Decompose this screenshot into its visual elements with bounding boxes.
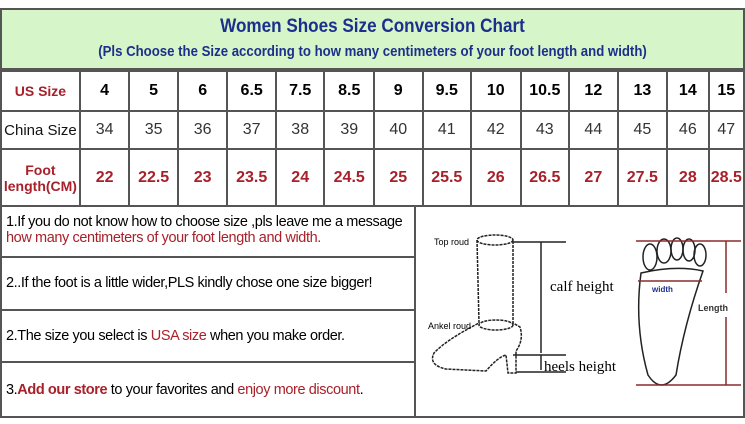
note-text: when you make order. <box>206 327 345 344</box>
measurement-diagram: Top roud Ankel roud calf height heels he… <box>416 205 745 418</box>
size-cell: 42 <box>470 110 522 150</box>
size-cell: 41 <box>421 110 473 150</box>
size-cell: 38 <box>274 110 326 150</box>
size-cell: 24.5 <box>323 148 375 207</box>
label-line: length(CM) <box>3 177 77 194</box>
size-cell: 43 <box>519 110 571 150</box>
size-cell: 10 <box>470 70 522 112</box>
china-size-row: China Size 34 35 36 37 38 39 40 41 42 43 44 45 46 47 <box>0 110 745 150</box>
size-cell: 7.5 <box>274 70 326 112</box>
size-cell: 6.5 <box>226 70 277 112</box>
size-cell: 13 <box>616 70 669 112</box>
size-cell: 25 <box>372 148 424 207</box>
size-cell: 23 <box>176 148 229 207</box>
size-cell: 36 <box>176 110 229 150</box>
size-table: US Size 4 5 6 6.5 7.5 8.5 9 9.5 10 10.5 12 13 14 15 Ch… <box>0 70 745 207</box>
size-cell: 47 <box>707 110 745 150</box>
size-cell: 28 <box>666 148 710 207</box>
note-text: how many centimeters of your foot length… <box>6 230 321 247</box>
size-cell: 40 <box>372 110 424 150</box>
note-4: 3.Add our store to your favorites and en… <box>2 363 414 416</box>
size-cell: 22.5 <box>128 148 179 207</box>
size-cell: 27 <box>568 148 619 207</box>
size-cell: 23.5 <box>226 148 277 207</box>
size-cell: 9 <box>372 70 424 112</box>
us-size-row: US Size 4 5 6 6.5 7.5 8.5 9 9.5 10 10.5 12 13 14 15 <box>0 70 745 112</box>
size-cell: 6 <box>176 70 229 112</box>
row-label: Foot length(CM) <box>0 148 81 207</box>
size-cell: 26.5 <box>519 148 571 207</box>
size-cell: 25.5 <box>421 148 473 207</box>
note-text: Add our store <box>17 381 108 398</box>
size-cell: 37 <box>226 110 277 150</box>
row-label: US Size <box>0 70 81 112</box>
note-3: 2.The size you select is USA size when y… <box>2 311 414 364</box>
note-text: . <box>359 381 364 398</box>
heel-height-label: heels height <box>544 359 617 375</box>
boot-illustration-icon <box>431 234 523 374</box>
note-text: 2.The size you select is <box>6 327 151 344</box>
label-line: Foot <box>25 161 56 178</box>
note-text: enjoy more discount <box>237 381 360 398</box>
foot-outline-icon <box>637 237 707 386</box>
size-cell: 27.5 <box>616 148 669 207</box>
row-label: China Size <box>0 110 81 150</box>
size-cell: 4 <box>78 70 131 112</box>
width-label: width <box>651 285 673 294</box>
note-1: 1.If you do not know how to choose size … <box>2 205 414 258</box>
notes-panel: 1.If you do not know how to choose size … <box>0 205 416 418</box>
note-text: to your favorites and <box>107 381 238 398</box>
size-cell: 26 <box>470 148 522 207</box>
note-text: 1.If you do not know how to choose size … <box>6 214 403 231</box>
foot-length-row: Foot length(CM) 22 22.5 23 23.5 24 24.5 25 25.5 26… <box>0 148 745 207</box>
top-round-label: Top roud <box>434 237 469 247</box>
size-cell: 12 <box>568 70 619 112</box>
size-cell: 45 <box>616 110 669 150</box>
ankle-round-label: Ankel roud <box>428 321 471 331</box>
size-cell: 8.5 <box>323 70 375 112</box>
note-text: USA size <box>150 327 207 344</box>
chart-header: Women Shoes Size Conversion Chart (Pls C… <box>0 8 745 70</box>
note-2: 2..If the foot is a little wider,PLS kin… <box>2 258 414 311</box>
chart-subtitle: (Pls Choose the Size according to how ma… <box>98 43 647 60</box>
size-cell: 46 <box>666 110 710 150</box>
size-cell: 24 <box>274 148 326 207</box>
note-text: 2..If the foot is a little wider,PLS kin… <box>6 275 373 292</box>
size-cell: 34 <box>78 110 131 150</box>
size-cell: 22 <box>78 148 131 207</box>
chart-title: Women Shoes Size Conversion Chart <box>220 16 525 37</box>
size-cell: 10.5 <box>519 70 571 112</box>
size-cell: 14 <box>666 70 710 112</box>
size-cell: 44 <box>568 110 619 150</box>
note-text: 3. <box>6 381 18 398</box>
calf-height-label: calf height <box>550 279 615 295</box>
size-cell: 15 <box>707 70 745 112</box>
size-cell: 39 <box>323 110 375 150</box>
size-cell: 28.5 <box>707 148 745 207</box>
size-cell: 5 <box>128 70 179 112</box>
size-cell: 35 <box>128 110 179 150</box>
length-label: Length <box>698 303 728 313</box>
size-cell: 9.5 <box>421 70 473 112</box>
